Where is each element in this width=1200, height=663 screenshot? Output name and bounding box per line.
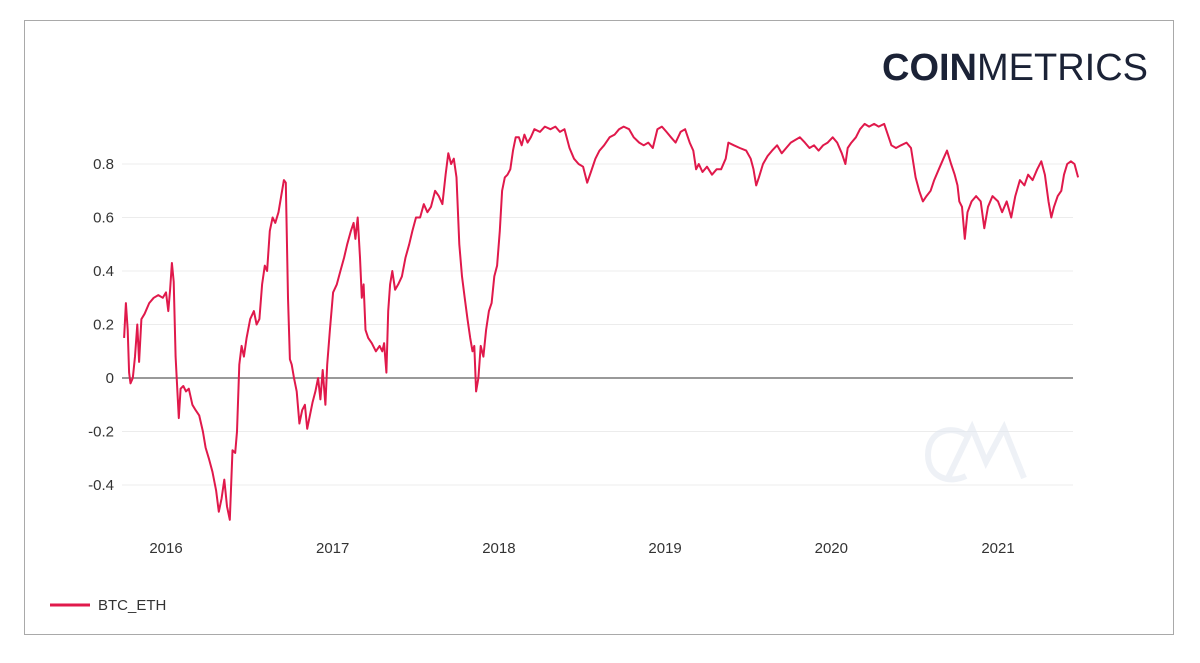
y-tick-label: 0: [106, 370, 114, 387]
legend-label-btc-eth: BTC_ETH: [98, 597, 166, 614]
cm-watermark-icon: [924, 420, 1027, 483]
x-tick-label: 2019: [648, 540, 681, 557]
y-tick-label: -0.2: [88, 424, 114, 441]
series-layer: [123, 122, 1080, 521]
y-tick-label: -0.4: [88, 477, 114, 494]
x-tick-label: 2016: [149, 540, 182, 557]
x-tick-label: 2020: [815, 540, 848, 557]
y-tick-label: 0.2: [93, 317, 114, 334]
series-line-btc-eth[interactable]: [123, 122, 1080, 521]
logo-bold-text: COIN: [882, 47, 977, 89]
legend[interactable]: BTC_ETH: [50, 597, 166, 614]
y-tick-label: 0.4: [93, 263, 114, 280]
logo-light-text: METRICS: [977, 47, 1148, 89]
x-tick-label: 2017: [316, 540, 349, 557]
y-tick-label: 0.6: [93, 210, 114, 227]
x-tick-label: 2018: [482, 540, 515, 557]
y-tick-label: 0.8: [93, 156, 114, 173]
x-tick-label: 2021: [981, 540, 1014, 557]
coinmetrics-logo: COINMETRICS: [882, 47, 1148, 89]
y-axis-ticks: 0.8 0.6 0.4 0.2 0 -0.2 -0.4: [88, 156, 114, 494]
x-axis-ticks: 2016 2017 2018 2019 2020 2021: [149, 540, 1014, 557]
chart-frame: [24, 20, 1174, 635]
